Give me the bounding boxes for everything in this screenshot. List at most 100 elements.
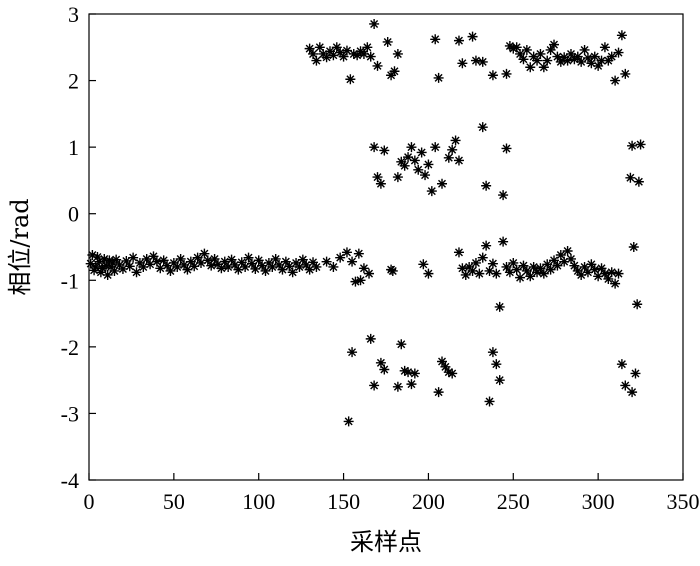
data-point (576, 269, 587, 280)
data-point (477, 56, 488, 67)
data-point (270, 253, 281, 264)
data-point (358, 48, 369, 59)
x-axis-title: 采样点 (350, 528, 422, 556)
y-axis-title: 相位/rad (6, 198, 34, 295)
data-point (593, 60, 604, 71)
data-point (341, 247, 352, 258)
data-point (443, 367, 454, 378)
data-point (498, 236, 509, 247)
data-point (372, 172, 383, 183)
data-point (453, 155, 464, 166)
data-point (399, 160, 410, 171)
data-point (396, 156, 407, 167)
data-point (453, 247, 464, 258)
data-point (155, 263, 166, 274)
data-point (328, 50, 339, 61)
data-point (301, 259, 312, 270)
data-point (628, 242, 639, 252)
data-point (311, 55, 322, 66)
data-point (99, 253, 110, 264)
data-point (324, 46, 335, 57)
data-point (413, 164, 424, 175)
data-point (481, 240, 492, 251)
data-point (274, 259, 285, 270)
data-point (189, 261, 200, 272)
data-point (134, 257, 145, 268)
data-point (515, 272, 526, 283)
data-point (375, 357, 386, 368)
data-point (484, 265, 495, 276)
data-point (606, 51, 617, 62)
data-point (420, 170, 431, 181)
data-points (85, 18, 646, 427)
data-point (487, 258, 498, 269)
data-point (555, 249, 566, 260)
data-point (460, 269, 471, 280)
data-point (392, 48, 403, 59)
data-point (484, 396, 495, 407)
plot-frame (88, 13, 684, 481)
data-point (399, 365, 410, 376)
data-point (613, 47, 624, 58)
data-point (511, 264, 522, 275)
data-point (223, 261, 234, 272)
y-tick-label: 3 (68, 2, 79, 27)
data-point (453, 35, 464, 46)
data-point (347, 256, 358, 267)
data-point (212, 259, 223, 270)
data-point (406, 142, 417, 153)
data-point (572, 265, 583, 276)
data-point (206, 260, 217, 271)
data-point (109, 265, 120, 276)
x-tick-label: 200 (412, 489, 445, 514)
data-point (470, 257, 481, 268)
data-point (392, 172, 403, 183)
data-point (515, 48, 526, 59)
y-axis-ticks: 3 2 1 0 -1 -2 -3 -4 (61, 2, 96, 493)
data-point (308, 257, 319, 268)
data-point (92, 251, 103, 262)
data-point (437, 178, 448, 189)
data-point (511, 42, 522, 53)
data-point (627, 387, 638, 398)
data-point (196, 257, 207, 268)
data-point (576, 56, 587, 67)
data-point (596, 263, 607, 274)
data-point (467, 265, 478, 276)
data-point (633, 176, 644, 187)
data-point (535, 263, 546, 274)
data-point (603, 55, 614, 66)
data-point (277, 264, 288, 275)
data-point (521, 265, 532, 276)
data-point (627, 140, 638, 151)
data-point (589, 264, 600, 275)
data-point (382, 36, 393, 47)
data-point (521, 44, 532, 55)
data-point (392, 381, 403, 392)
data-point (353, 248, 364, 259)
data-point (158, 255, 169, 266)
data-point (347, 347, 358, 358)
y-tick-label: -3 (61, 401, 79, 426)
data-point (403, 367, 414, 378)
data-point (606, 267, 617, 278)
data-point (552, 260, 563, 271)
data-point (464, 261, 475, 272)
data-point (151, 256, 162, 267)
data-point (538, 62, 549, 73)
data-point (311, 261, 322, 272)
data-point (474, 268, 485, 279)
data-point (350, 276, 361, 287)
data-point (599, 268, 610, 279)
data-point (532, 55, 543, 66)
data-point (494, 375, 505, 386)
data-point (138, 261, 149, 272)
data-point (545, 264, 556, 275)
data-point (433, 72, 444, 83)
data-point (549, 255, 560, 266)
data-point (362, 42, 373, 53)
data-point (477, 122, 488, 133)
data-point (494, 301, 505, 312)
data-point (209, 253, 220, 264)
data-point (199, 248, 210, 259)
